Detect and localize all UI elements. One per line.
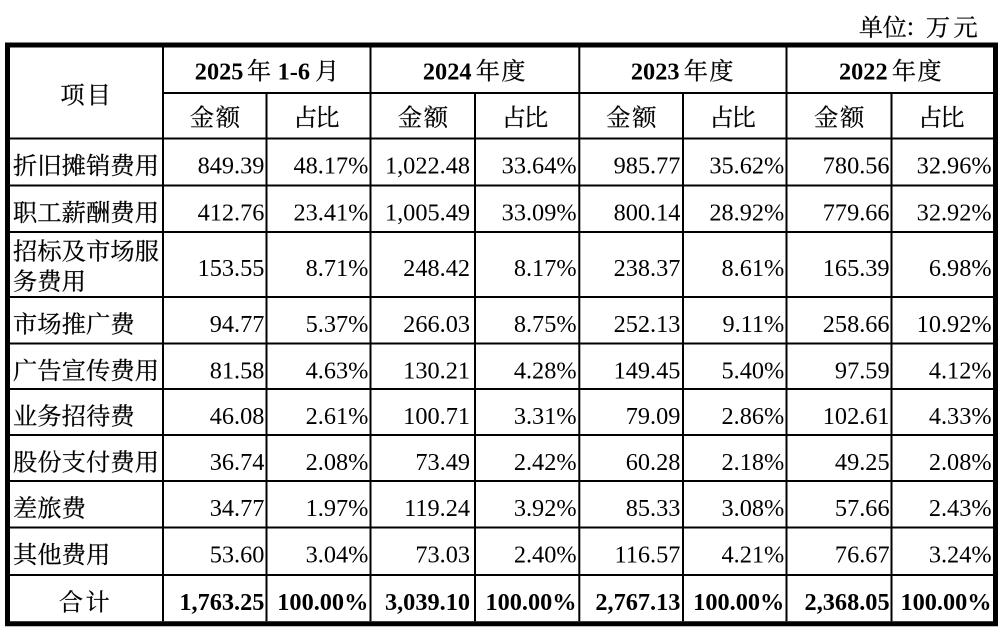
svg-text:94.77: 94.77 <box>210 311 265 338</box>
svg-text:165.39: 165.39 <box>823 255 890 282</box>
svg-text:258.66: 258.66 <box>823 311 890 338</box>
svg-text:1,005.49: 1,005.49 <box>385 200 470 227</box>
svg-text:2.08%: 2.08% <box>306 449 369 476</box>
svg-text:849.39: 849.39 <box>198 153 265 180</box>
svg-text:153.55: 153.55 <box>198 255 265 282</box>
svg-text:79.09: 79.09 <box>626 403 681 430</box>
svg-text:2,767.13: 2,767.13 <box>595 589 680 616</box>
svg-text:2.18%: 2.18% <box>722 449 785 476</box>
svg-text:100.71: 100.71 <box>403 403 470 430</box>
svg-text:100.00%: 100.00% <box>900 589 991 616</box>
svg-text:33.64%: 33.64% <box>502 153 577 180</box>
svg-text:2.86%: 2.86% <box>722 403 785 430</box>
svg-text:100.00%: 100.00% <box>693 589 784 616</box>
svg-text:8.17%: 8.17% <box>514 255 577 282</box>
svg-text:33.09%: 33.09% <box>502 200 577 227</box>
svg-text:2024: 2024 <box>423 59 472 86</box>
svg-text:780.56: 780.56 <box>823 153 890 180</box>
svg-text:102.61: 102.61 <box>823 403 890 430</box>
svg-text:2.40%: 2.40% <box>514 542 577 569</box>
svg-text:2023: 2023 <box>631 59 680 86</box>
svg-text:130.21: 130.21 <box>403 358 470 385</box>
svg-text:3,039.10: 3,039.10 <box>385 589 470 616</box>
svg-text:34.77: 34.77 <box>210 495 265 522</box>
svg-text:119.24: 119.24 <box>404 495 470 522</box>
svg-text:10.92%: 10.92% <box>917 311 992 338</box>
svg-text:3.92%: 3.92% <box>514 495 577 522</box>
svg-text:46.08: 46.08 <box>210 403 265 430</box>
svg-text:3.24%: 3.24% <box>929 542 992 569</box>
svg-text:73.03: 73.03 <box>415 542 470 569</box>
svg-text:412.76: 412.76 <box>198 200 265 227</box>
svg-text:4.21%: 4.21% <box>722 542 785 569</box>
svg-text:800.14: 800.14 <box>614 200 681 227</box>
svg-text:2022: 2022 <box>839 59 888 86</box>
svg-text:2.08%: 2.08% <box>929 449 992 476</box>
svg-text:36.74: 36.74 <box>210 449 265 476</box>
svg-text:238.37: 238.37 <box>614 255 681 282</box>
svg-text:4.33%: 4.33% <box>929 403 992 430</box>
svg-text:76.67: 76.67 <box>835 542 890 569</box>
svg-text:2.43%: 2.43% <box>929 495 992 522</box>
svg-text:8.75%: 8.75% <box>514 311 577 338</box>
svg-text:3.08%: 3.08% <box>722 495 785 522</box>
svg-text:149.45: 149.45 <box>614 358 681 385</box>
svg-text:100.00%: 100.00% <box>277 589 368 616</box>
svg-text:5.37%: 5.37% <box>306 311 369 338</box>
svg-text:8.61%: 8.61% <box>722 255 785 282</box>
svg-text:57.66: 57.66 <box>835 495 890 522</box>
svg-text:81.58: 81.58 <box>210 358 265 385</box>
svg-text:1-6: 1-6 <box>278 59 310 86</box>
svg-text:48.17%: 48.17% <box>293 153 368 180</box>
svg-text:60.28: 60.28 <box>626 449 681 476</box>
svg-text:116.57: 116.57 <box>614 542 680 569</box>
svg-text:23.41%: 23.41% <box>293 200 368 227</box>
svg-text:2025: 2025 <box>195 59 244 86</box>
svg-text:1,763.25: 1,763.25 <box>179 589 264 616</box>
svg-text:85.33: 85.33 <box>626 495 681 522</box>
svg-text:9.11%: 9.11% <box>722 311 784 338</box>
svg-text:32.92%: 32.92% <box>917 200 992 227</box>
svg-text:2,368.05: 2,368.05 <box>805 589 890 616</box>
svg-text:73.49: 73.49 <box>415 449 470 476</box>
svg-text:779.66: 779.66 <box>823 200 890 227</box>
svg-text:97.59: 97.59 <box>835 358 890 385</box>
svg-text:4.28%: 4.28% <box>514 358 577 385</box>
svg-text:266.03: 266.03 <box>403 311 470 338</box>
svg-text:6.98%: 6.98% <box>929 255 992 282</box>
svg-text:5.40%: 5.40% <box>722 358 785 385</box>
svg-text:252.13: 252.13 <box>614 311 681 338</box>
svg-text:2.42%: 2.42% <box>514 449 577 476</box>
svg-text:248.42: 248.42 <box>403 255 470 282</box>
svg-text:4.12%: 4.12% <box>929 358 992 385</box>
svg-text:8.71%: 8.71% <box>306 255 369 282</box>
svg-text:35.62%: 35.62% <box>709 153 784 180</box>
svg-text:2.61%: 2.61% <box>306 403 369 430</box>
svg-text:1.97%: 1.97% <box>306 495 369 522</box>
svg-text:985.77: 985.77 <box>614 153 681 180</box>
svg-text:3.04%: 3.04% <box>306 542 369 569</box>
svg-text:3.31%: 3.31% <box>514 403 577 430</box>
svg-text:32.96%: 32.96% <box>917 153 992 180</box>
svg-text:1,022.48: 1,022.48 <box>385 153 470 180</box>
svg-text:49.25: 49.25 <box>835 449 890 476</box>
svg-text:4.63%: 4.63% <box>306 358 369 385</box>
svg-text:100.00%: 100.00% <box>485 589 576 616</box>
svg-text:53.60: 53.60 <box>210 542 265 569</box>
svg-text:28.92%: 28.92% <box>709 200 784 227</box>
